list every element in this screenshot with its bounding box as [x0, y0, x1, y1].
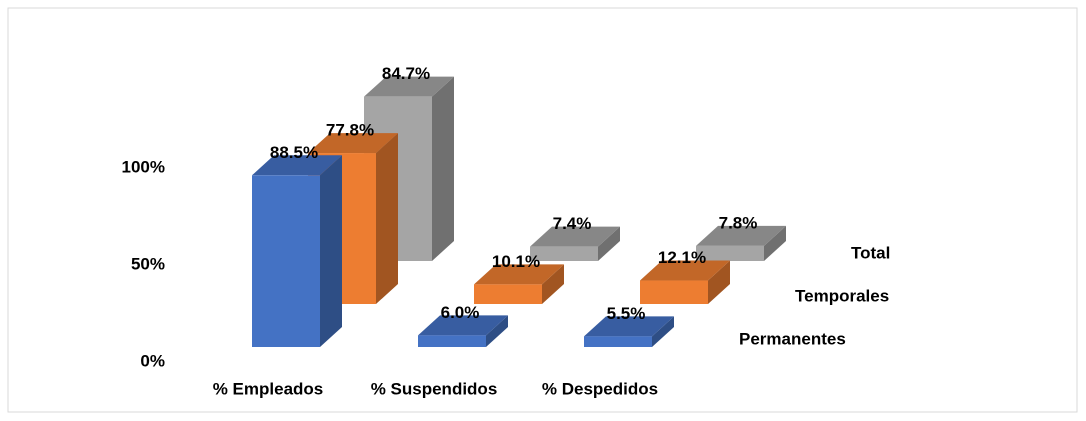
y-tick-label: 100% [122, 157, 165, 176]
data-label: 88.5% [270, 143, 318, 162]
data-label: 6.0% [441, 303, 480, 322]
bar [584, 336, 652, 347]
x-tick-label: % Empleados [213, 379, 324, 398]
bar [696, 245, 764, 261]
bar-side [486, 315, 508, 347]
data-label: 84.7% [382, 64, 430, 83]
bar [530, 246, 598, 261]
bar-top [418, 315, 508, 336]
bar-top [640, 260, 730, 281]
legend-label: Total [851, 243, 890, 262]
bar-side [432, 76, 454, 261]
bar-side [652, 316, 674, 347]
bar-top [530, 226, 620, 247]
bar-side [542, 264, 564, 304]
bar [640, 280, 708, 304]
data-label: 12.1% [658, 248, 706, 267]
y-tick-label: 0% [140, 351, 165, 370]
bar [418, 335, 486, 347]
x-tick-label: % Despedidos [542, 379, 658, 398]
data-label: 5.5% [607, 304, 646, 323]
data-label: 77.8% [326, 121, 374, 140]
y-tick-label: 50% [131, 254, 165, 273]
bar-top [252, 155, 342, 176]
bar-top [364, 76, 454, 97]
legend-label: Permanentes [739, 329, 846, 348]
bar-side [376, 133, 398, 304]
bar-top [584, 316, 674, 337]
x-tick-label: % Suspendidos [371, 379, 498, 398]
bar-top [696, 225, 786, 246]
bar-side [708, 260, 730, 304]
bar [252, 175, 320, 347]
bar-side [598, 226, 620, 261]
legend-label: Temporales [795, 286, 889, 305]
bar-side [320, 155, 342, 347]
data-label: 10.1% [492, 252, 540, 271]
bar [474, 284, 542, 304]
data-label: 7.4% [553, 214, 592, 233]
bar-top [474, 264, 564, 285]
bar-side [764, 225, 786, 261]
data-label: 7.8% [719, 213, 758, 232]
chart-frame [7, 7, 1078, 413]
bar-top [308, 133, 398, 154]
